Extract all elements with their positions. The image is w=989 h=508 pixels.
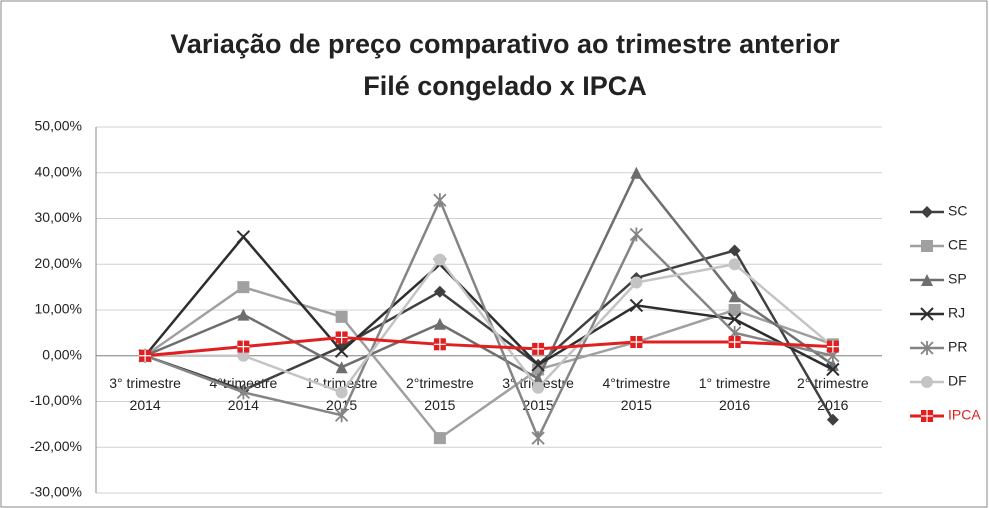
marker (630, 276, 643, 289)
marker (335, 361, 348, 374)
y-tick-label: -20,00% (30, 438, 82, 454)
legend-label: CE (948, 237, 967, 253)
x-tick-label: 1° trimestre 2016 (699, 375, 771, 413)
series-line (144, 249, 834, 421)
y-tick-label: -30,00% (30, 484, 82, 500)
x-tick-line: 2014 (130, 397, 161, 413)
marker (237, 308, 250, 321)
y-tick-label: 0,00% (42, 346, 82, 362)
marker (920, 307, 934, 321)
series-line (144, 170, 834, 381)
x-tick-line: 2015 (424, 397, 455, 413)
x-tick-line: 2°trimestre (406, 375, 474, 391)
marker-cross (433, 338, 446, 351)
marker-cross (237, 340, 250, 353)
x-tick-line: 4°trimestre (602, 375, 670, 391)
x-tick-label: 4°trimestre 2015 (602, 375, 670, 413)
marker (532, 381, 545, 394)
marker (727, 312, 742, 326)
marker (629, 298, 644, 313)
marker (728, 304, 741, 316)
marker (531, 431, 545, 446)
marker-cross (139, 349, 152, 362)
y-tick-label: -10,00% (30, 392, 82, 408)
marker (237, 349, 250, 362)
y-tick-label: 10,00% (35, 301, 82, 317)
series-line (144, 197, 834, 442)
marker-cross (728, 336, 741, 349)
marker (728, 290, 741, 303)
marker (433, 285, 446, 298)
marker (237, 281, 250, 294)
legend-label: SC (948, 203, 967, 219)
marker (921, 240, 933, 252)
marker (334, 408, 349, 423)
y-tick-label: 40,00% (35, 163, 82, 179)
legend-label: SP (948, 271, 967, 287)
marker-cross (532, 342, 545, 355)
marker-cross (630, 336, 643, 349)
marker (236, 230, 251, 244)
marker (920, 341, 934, 355)
marker (335, 310, 348, 323)
marker (531, 358, 545, 372)
marker (921, 206, 933, 218)
marker (433, 432, 446, 445)
x-tick-line: 2016 (719, 397, 750, 413)
legend-label: DF (948, 373, 967, 389)
marker (334, 344, 349, 358)
legend-label: PR (948, 339, 967, 355)
marker (630, 166, 643, 179)
series-line (144, 335, 833, 358)
chart-title: Filé congelado x IPCA (363, 71, 647, 101)
legend-label: RJ (948, 305, 965, 321)
marker (921, 376, 933, 388)
x-tick-label: 2°trimestre 2015 (406, 375, 474, 413)
x-tick-line: 1° trimestre (699, 375, 771, 391)
marker (826, 413, 839, 426)
marker (433, 253, 446, 266)
marker (728, 244, 741, 257)
marker (532, 372, 545, 385)
marker (826, 362, 840, 377)
marker (433, 317, 446, 330)
x-tick-line: 3° trimestre (109, 375, 181, 391)
marker-cross (921, 410, 933, 422)
x-tick-label: 3° trimestre 2014 (109, 375, 181, 413)
marker (236, 385, 251, 400)
marker (921, 274, 933, 286)
legend-label: IPCA (948, 407, 981, 423)
marker (728, 258, 741, 271)
marker (629, 227, 644, 242)
y-tick-label: 50,00% (35, 118, 82, 134)
x-tick-line: 2015 (621, 397, 652, 413)
marker (335, 386, 348, 399)
series-line (145, 257, 834, 394)
chart-title: Variação de preço comparativo ao trimest… (170, 29, 840, 59)
marker-cross (335, 331, 348, 344)
y-tick-label: 20,00% (35, 255, 82, 271)
marker (433, 193, 447, 208)
x-tick-line: 2014 (228, 397, 259, 413)
y-tick-label: 30,00% (35, 209, 82, 225)
x-tick-line: 2015 (523, 397, 554, 413)
marker-cross (826, 340, 839, 353)
